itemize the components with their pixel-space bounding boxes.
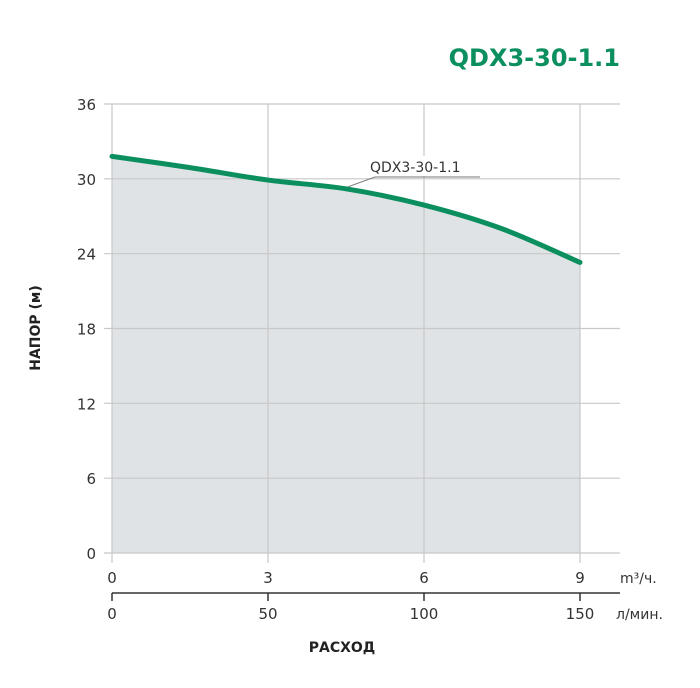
series-line [109, 153, 583, 265]
x-tick-label: 0 [107, 569, 117, 587]
x-axis-label: РАСХОД [308, 640, 376, 656]
area-fill [112, 156, 580, 553]
y-tick-label: 0 [86, 545, 96, 563]
y-tick-label: 24 [77, 246, 96, 264]
y-tick-label: 36 [77, 96, 96, 114]
secondary-x-tick-label: 50 [258, 605, 277, 623]
series-label-bg [364, 156, 484, 176]
x-unit-primary: m³/ч. [620, 571, 657, 587]
y-tick-label: 18 [77, 321, 96, 339]
x-unit-secondary: л/мин. [616, 607, 663, 623]
series-label: QDX3-30-1.1 [370, 160, 460, 176]
secondary-x-tick-label: 150 [566, 605, 595, 623]
secondary-x-tick-label: 0 [107, 605, 117, 623]
x-tick-label: 9 [575, 569, 585, 587]
y-tick-label: 6 [86, 470, 96, 488]
y-tick-label: 12 [77, 395, 96, 413]
series-label-leader [347, 176, 480, 188]
x-tick-label: 6 [419, 569, 429, 587]
chart-title: QDX3-30-1.1 [448, 44, 620, 72]
x-tick-label: 3 [263, 569, 273, 587]
secondary-x-tick-label: 100 [410, 605, 439, 623]
y-tick-label: 30 [77, 171, 96, 189]
